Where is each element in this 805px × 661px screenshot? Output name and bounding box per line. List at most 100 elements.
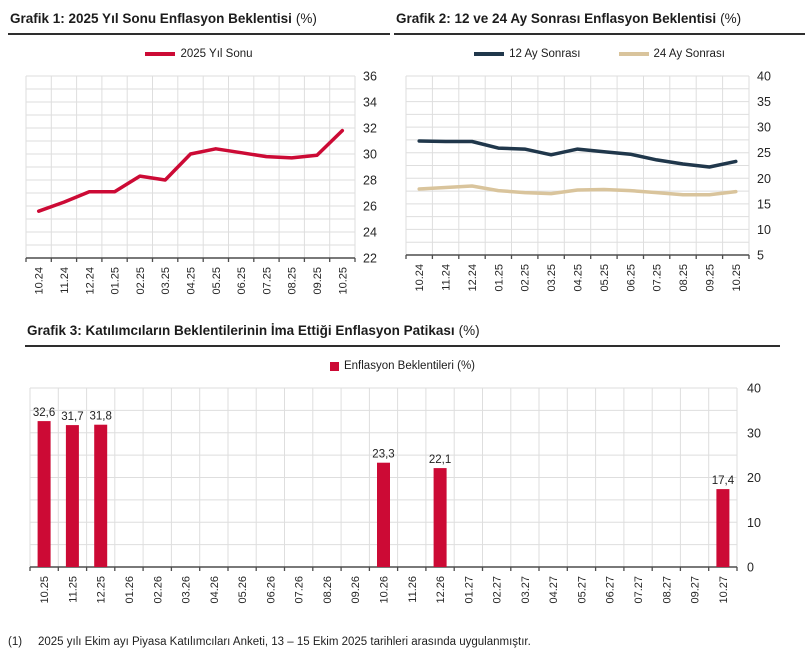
grafik1-title-text: Grafik 1: 2025 Yıl Sonu Enflasyon Beklen…	[10, 11, 292, 26]
legend-item: 2025 Yıl Sonu	[145, 48, 253, 60]
footnote: (1) 2025 yılı Ekim ayı Piyasa Katılımcıl…	[8, 636, 800, 648]
legend-item: Enflasyon Beklentileri (%)	[329, 360, 476, 372]
x-tick-label: 07.26	[294, 576, 306, 604]
x-tick-label: 02.27	[492, 576, 504, 604]
x-tick-label: 09.25	[312, 267, 324, 295]
x-tick-label: 05.25	[211, 267, 223, 295]
legend-label: 2025 Yıl Sonu	[180, 48, 253, 60]
bar	[716, 489, 730, 567]
y-tick-label: 30	[363, 148, 377, 162]
y-tick-label: 32	[363, 122, 377, 136]
y-tick-label: 40	[757, 70, 771, 84]
series-line	[417, 139, 738, 169]
bar-value-label: 31,7	[61, 411, 83, 423]
y-tick-label: 15	[757, 197, 771, 211]
bar-value-label: 17,4	[712, 475, 735, 487]
x-tick-label: 11.24	[441, 264, 453, 291]
x-tick-label: 10.25	[337, 267, 349, 295]
x-tick-label: 11.25	[67, 576, 79, 603]
x-tick-label: 10.25	[731, 264, 743, 292]
x-tick-label: 11.26	[407, 576, 419, 603]
bar	[94, 424, 108, 567]
x-tick-label: 06.26	[265, 576, 277, 604]
y-tick-label: 24	[363, 226, 377, 240]
y-tick-label: 0	[747, 561, 754, 575]
bar-value-label: 23,3	[372, 449, 394, 461]
y-tick-label: 22	[363, 252, 377, 266]
grafik3-legend: Enflasyon Beklentileri (%)	[25, 356, 780, 376]
x-tick-label: 03.25	[160, 267, 172, 295]
x-tick-label: 08.25	[678, 264, 690, 292]
x-tick-label: 01.25	[493, 264, 505, 292]
x-tick-label: 06.25	[236, 267, 248, 295]
grafik3-section: Grafik 3: Katılımcıların Beklentilerinin…	[25, 320, 780, 626]
grafik3-bar-chart: 40 30 20 10 0 10.25 11.25 12.25 01.26 02.26 03.26 0…	[29, 382, 761, 604]
x-tick-label: 10.27	[718, 576, 730, 604]
x-tick-label: 06.27	[605, 576, 617, 604]
x-tick-label: 01.27	[463, 576, 475, 604]
x-tick-label: 10.24	[34, 267, 46, 295]
bar	[433, 468, 447, 567]
grafik1-title: Grafik 1: 2025 Yıl Sonu Enflasyon Beklen…	[8, 8, 390, 35]
x-tick-label: 03.27	[520, 576, 532, 604]
y-tick-label: 30	[747, 426, 761, 440]
y-tick-label: 36	[363, 70, 377, 84]
y-tick-label: 10	[757, 223, 771, 237]
x-tick-label: 04.25	[573, 264, 585, 292]
x-tick-label: 02.25	[135, 267, 147, 295]
grafik3-title-text: Grafik 3: Katılımcıların Beklentilerinin…	[27, 323, 455, 338]
x-tick-label: 07.25	[261, 267, 273, 295]
grafik3-title: Grafik 3: Katılımcıların Beklentilerinin…	[25, 320, 780, 347]
x-tick-label: 10.26	[379, 576, 391, 604]
grafik2-title-text: Grafik 2: 12 ve 24 Ay Sonrası Enflasyon …	[396, 11, 717, 26]
legend-label: 12 Ay Sonrası	[509, 48, 581, 60]
grafik1-legend: 2025 Yıl Sonu	[8, 44, 390, 64]
y-tick-label: 20	[747, 471, 761, 485]
x-tick-label: 08.25	[287, 267, 299, 295]
grafik2-title: Grafik 2: 12 ve 24 Ay Sonrası Enflasyon …	[394, 8, 805, 35]
legend-item: 24 Ay Sonrası	[618, 48, 725, 60]
grafik1-section: Grafik 1: 2025 Yıl Sonu Enflasyon Beklen…	[8, 8, 390, 315]
y-tick-label: 25	[757, 146, 771, 160]
x-tick-label: 05.26	[237, 576, 249, 604]
y-tick-label: 28	[363, 174, 377, 188]
y-tick-label: 30	[757, 121, 771, 135]
x-tick-label: 12.26	[435, 576, 447, 604]
series-line	[36, 128, 345, 213]
legend-item: 12 Ay Sonrası	[474, 48, 581, 60]
x-tick-label: 11.24	[59, 267, 71, 294]
grafik1-line-chart: 36 34 32 30 28 26 24 22 10.24 11.24 12.24 01.25 02.2…	[25, 70, 377, 295]
x-tick-label: 12.24	[467, 264, 479, 292]
x-tick-label: 05.25	[599, 264, 611, 292]
x-tick-label: 06.25	[625, 264, 637, 292]
bar-value-label: 22,1	[429, 454, 451, 466]
x-tick-label: 03.26	[181, 576, 193, 604]
x-tick-label: 02.26	[152, 576, 164, 604]
x-tick-label: 10.24	[414, 264, 426, 292]
x-tick-label: 09.27	[690, 576, 702, 604]
x-tick-label: 09.26	[350, 576, 362, 604]
y-tick-label: 20	[757, 172, 771, 186]
grafik2-title-unit: (%)	[720, 11, 742, 26]
y-tick-label: 5	[757, 249, 764, 263]
grafik2-line-chart: 40 35 30 25 20 15 10 5 10.24 11.24 12.24 01.25 02.25…	[405, 70, 771, 292]
series-line	[417, 184, 738, 197]
x-tick-label: 03.25	[546, 264, 558, 292]
x-tick-label: 01.26	[124, 576, 136, 604]
y-tick-label: 34	[363, 96, 377, 110]
x-tick-label: 08.27	[661, 576, 673, 604]
legend-line-swatch	[474, 52, 505, 56]
x-tick-label: 04.26	[209, 576, 221, 604]
y-tick-label: 26	[363, 200, 377, 214]
grafik2-section: Grafik 2: 12 ve 24 Ay Sonrası Enflasyon …	[394, 8, 805, 315]
grafik2-legend: 12 Ay Sonrası 24 Ay Sonrası	[394, 44, 805, 64]
legend-line-swatch	[618, 52, 649, 56]
footnote-text: 2025 yılı Ekim ayı Piyasa Katılımcıları …	[38, 636, 531, 648]
bar	[37, 421, 51, 567]
x-tick-label: 07.27	[633, 576, 645, 604]
y-tick-label: 10	[747, 516, 761, 530]
bar	[377, 462, 390, 567]
x-tick-label: 08.26	[322, 576, 334, 604]
legend-label: Enflasyon Beklentileri (%)	[343, 360, 476, 372]
x-tick-label: 09.25	[704, 264, 716, 292]
